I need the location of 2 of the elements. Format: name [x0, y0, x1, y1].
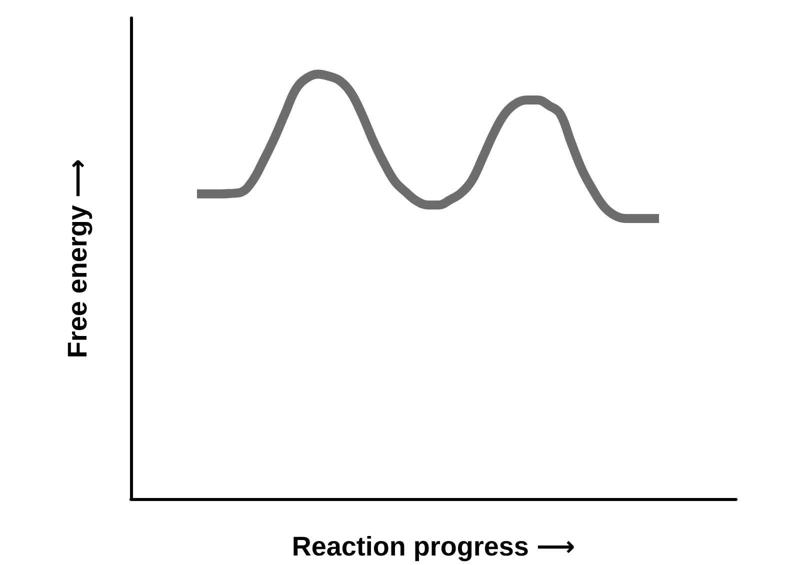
y-axis-title: Free energy ⟶: [62, 158, 92, 358]
x-axis-title: Reaction progress ⟶: [292, 532, 576, 562]
